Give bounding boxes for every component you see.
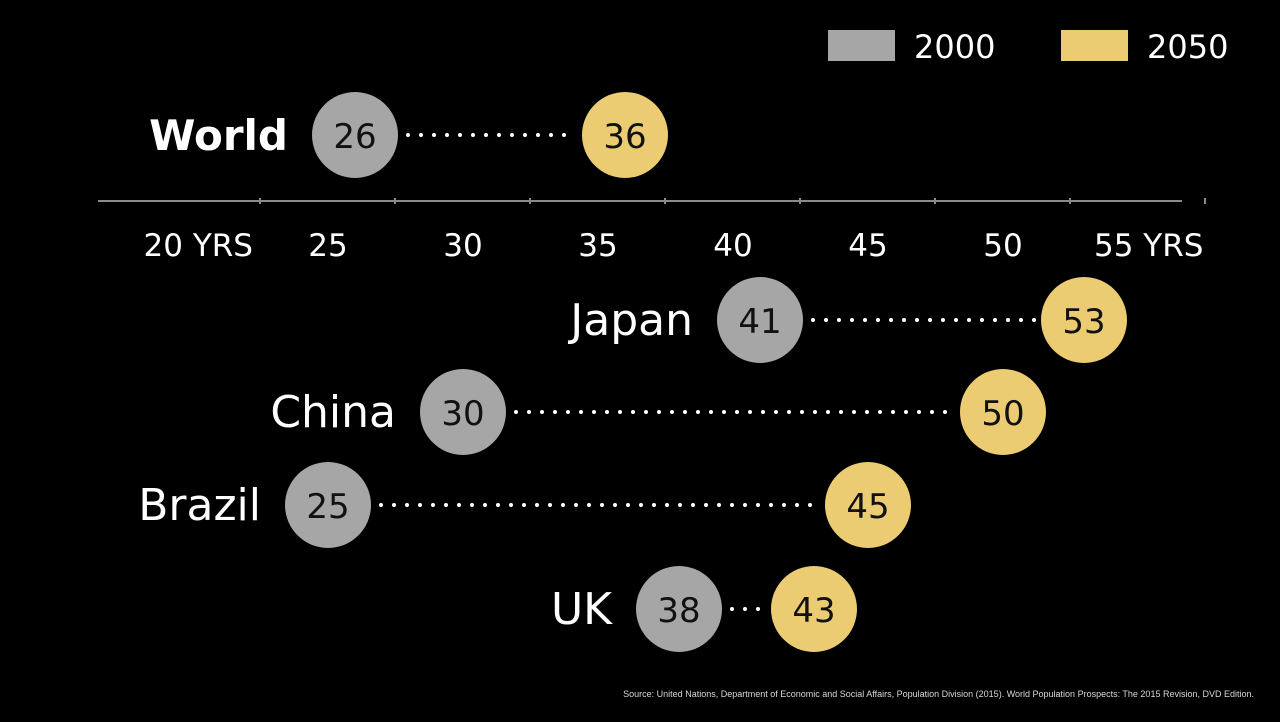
legend: 2000 2050 <box>828 28 1228 66</box>
axis-tick-label: 35 <box>578 228 617 264</box>
brazil-2000-value: 25 <box>306 487 349 527</box>
uk-label: UK <box>551 584 613 635</box>
japan-2000-value: 41 <box>738 302 781 342</box>
japan-2000-point <box>717 277 803 363</box>
japan-2050-value: 53 <box>1062 302 1105 342</box>
axis-tick-label: 30 <box>443 228 482 264</box>
axis-tick-label: 45 <box>848 228 887 264</box>
brazil-2000-point <box>285 462 371 548</box>
brazil-label: Brazil <box>138 480 261 531</box>
legend-swatch-2050 <box>1061 30 1128 61</box>
world-2000-point <box>312 92 398 178</box>
world-2050-value: 36 <box>603 117 646 157</box>
uk-2000-point <box>636 566 722 652</box>
world-2050-point <box>582 92 668 178</box>
axis-tick-label: 25 <box>308 228 347 264</box>
legend-label-2000: 2000 <box>914 28 995 66</box>
china-2050-value: 50 <box>981 394 1024 434</box>
china-label: China <box>270 387 396 438</box>
legend-label-2050: 2050 <box>1147 28 1228 66</box>
axis-tick-label: 50 <box>983 228 1022 264</box>
china-2000-value: 30 <box>441 394 484 434</box>
brazil-2050-point <box>825 462 911 548</box>
japan-label: Japan <box>567 295 693 346</box>
axis-tick-label: 55 YRS <box>1094 228 1203 264</box>
country-rows: 41 53 Japan 30 50 China 25 45 Brazil 38 43 UK <box>138 277 1127 652</box>
brazil-2050-value: 45 <box>846 487 889 527</box>
x-axis: 20 YRS 25 30 35 40 45 50 55 YRS <box>98 198 1206 264</box>
source-note: Source: United Nations, Department of Ec… <box>623 689 1254 699</box>
world-label: World <box>149 111 288 160</box>
axis-tick-label: 20 YRS <box>144 228 253 264</box>
axis-tick-label: 40 <box>713 228 752 264</box>
china-2000-point <box>420 369 506 455</box>
uk-2050-point <box>771 566 857 652</box>
world-2000-value: 26 <box>333 117 376 157</box>
uk-2050-value: 43 <box>792 591 835 631</box>
uk-2000-value: 38 <box>657 591 700 631</box>
japan-2050-point <box>1041 277 1127 363</box>
china-2050-point <box>960 369 1046 455</box>
world-row: 26 36 World <box>149 92 668 178</box>
legend-swatch-2000 <box>828 30 895 61</box>
